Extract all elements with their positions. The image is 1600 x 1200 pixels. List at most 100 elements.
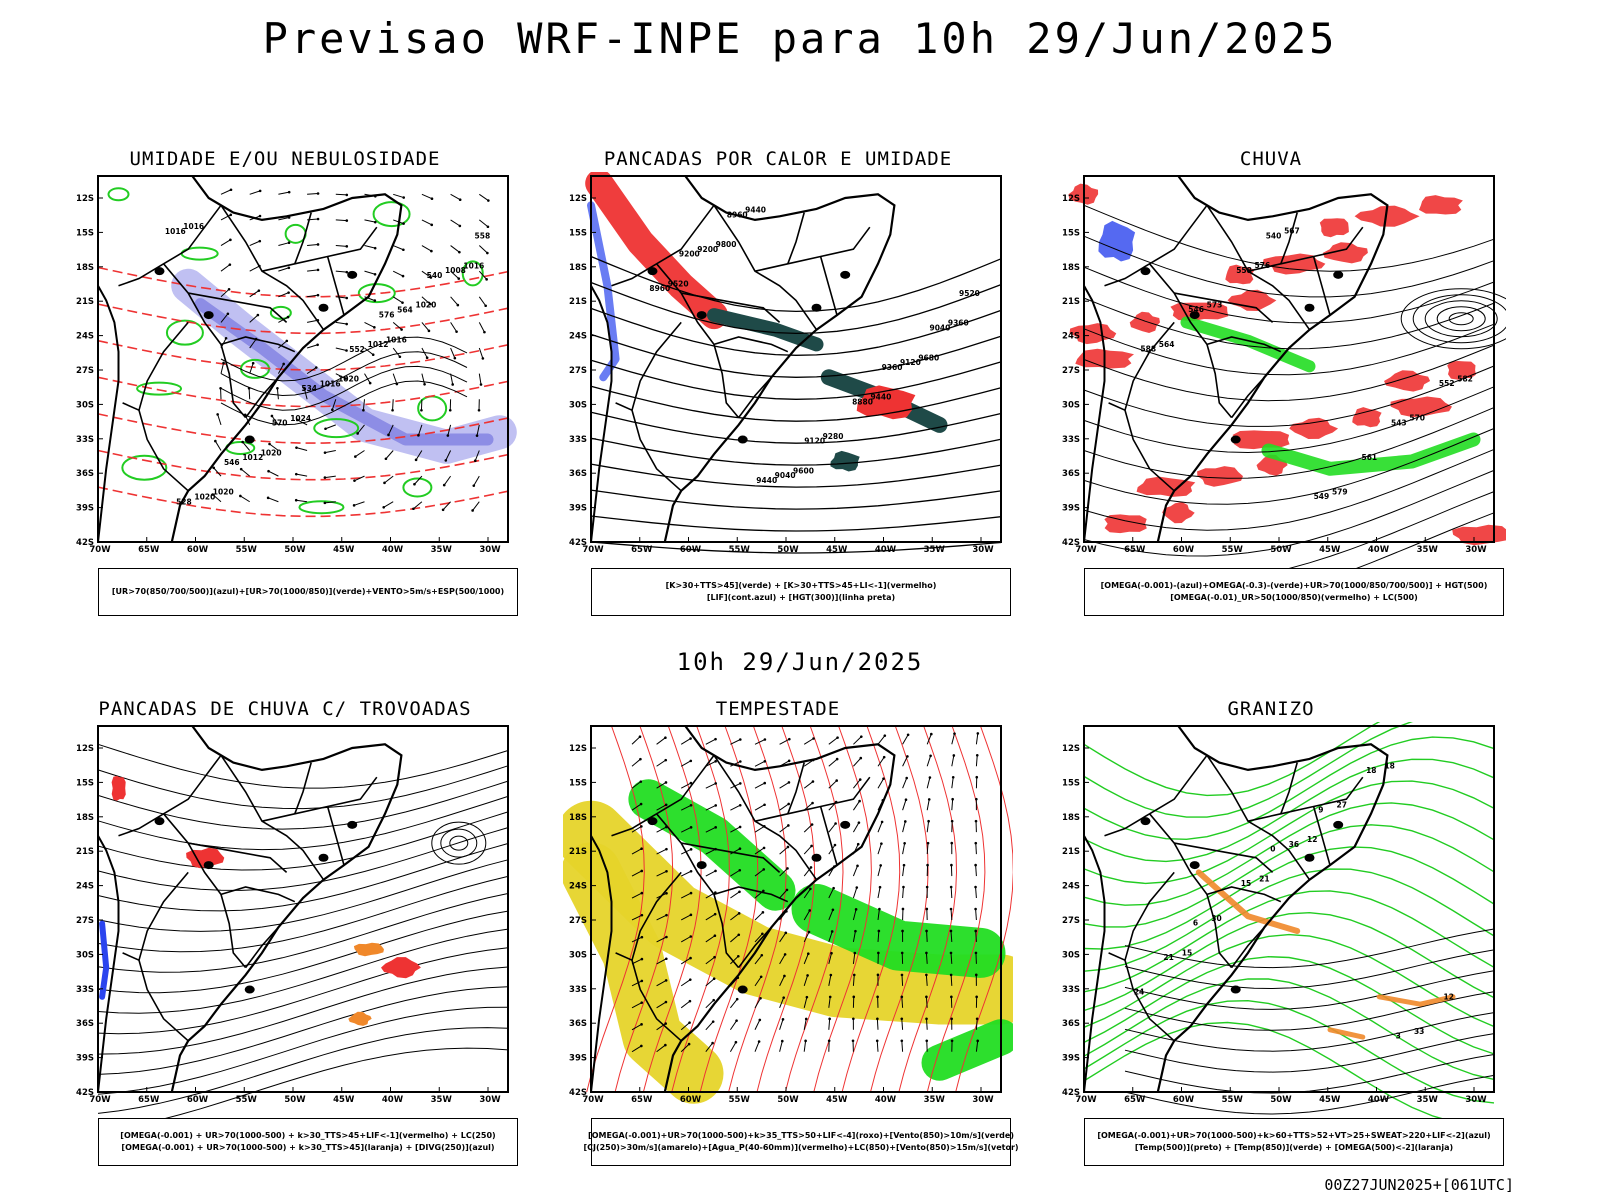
wind-vector-head [929, 732, 933, 736]
wind-vector [631, 803, 642, 811]
wind-vector [902, 821, 906, 833]
wind-vector-head [451, 383, 454, 386]
wind-vector-head [251, 361, 255, 365]
rain-area [1262, 253, 1326, 275]
wind-vector [902, 887, 904, 899]
wind-vector-head [266, 496, 270, 500]
wind-vector-head [268, 442, 271, 446]
wind-vector [926, 1018, 928, 1030]
omega-weak-area [1098, 220, 1136, 262]
border-line [118, 204, 222, 287]
border-line [294, 212, 312, 265]
wind-vector [754, 760, 766, 767]
wind-vector [779, 1019, 784, 1030]
lake-marker [154, 817, 165, 826]
wind-vector-head [974, 863, 977, 867]
contour-label: 573 [1207, 300, 1223, 309]
wind-vector [680, 804, 692, 811]
wind-vector-head [316, 217, 320, 221]
lake-marker [318, 853, 329, 862]
wind-vector-head [453, 356, 457, 360]
wind-vector [779, 868, 788, 877]
wind-vector-head [903, 841, 906, 845]
wind-vector [926, 799, 930, 811]
rain-area [1232, 430, 1290, 450]
wind-vector [296, 499, 308, 503]
wind-vector [631, 825, 642, 833]
wind-vector-head [486, 225, 490, 229]
wind-vector-head [950, 841, 954, 845]
wind-vector [852, 931, 856, 943]
wind-vector-head [479, 383, 483, 386]
wind-vector-head [900, 1039, 904, 1043]
contour-line [590, 437, 1002, 466]
lake-marker [737, 435, 748, 444]
wind-vector [421, 245, 432, 252]
wind-vector [730, 998, 738, 1009]
wind-vector [478, 219, 489, 228]
wind-vector [680, 957, 691, 965]
wind-vector-head [809, 887, 812, 891]
humidity-contour [461, 260, 484, 287]
wind-vector-head [483, 330, 486, 334]
border-line [1312, 806, 1331, 866]
lat-tick-label: 39S [1062, 504, 1080, 514]
wind-vector [278, 216, 290, 221]
wind-vector-head [640, 1023, 643, 1026]
contour-label: 570 [272, 419, 288, 428]
wind-vector-head [689, 803, 693, 807]
border-line [819, 256, 838, 316]
lat-tick-label: 30S [569, 950, 587, 960]
wind-vector-head [880, 820, 884, 824]
wind-vector [278, 267, 290, 272]
wind-vector-head [295, 418, 299, 422]
contour-label: 1012 [368, 340, 389, 349]
wind-vector-head [858, 778, 862, 781]
border-line [1148, 813, 1208, 895]
lake-marker [1333, 270, 1344, 279]
contour-label: 9440 [756, 476, 777, 485]
contour-label: 549 [1314, 492, 1330, 501]
contour-label: 9520 [668, 279, 689, 288]
legend-line: [OMEGA(-0.001) + UR>70(1000-500) + k>30_… [120, 1131, 496, 1140]
wind-vector-head [925, 973, 928, 977]
border-line [220, 894, 247, 969]
lat-tick-label: 15S [569, 778, 587, 788]
border-line [754, 776, 871, 822]
wind-vector-head [952, 754, 956, 757]
wind-vector [730, 869, 741, 877]
pressure-ring [1448, 312, 1474, 326]
wind-vector-head [640, 935, 644, 939]
wind-vector-head [900, 1017, 904, 1021]
lat-tick-label: 30S [76, 400, 94, 410]
wind-vector-head [974, 907, 977, 911]
wind-vector [306, 344, 318, 349]
wind-vector-head [783, 974, 786, 978]
wind-vector-head [880, 842, 883, 845]
wind-vector [803, 910, 811, 921]
lat-tick-label: 12S [569, 744, 587, 754]
wind-vector [950, 974, 953, 986]
omega-500-area [1376, 994, 1456, 1007]
wind-vector-head [640, 847, 643, 851]
contour-line [220, 365, 468, 411]
contour-label: 540 [1266, 231, 1282, 240]
contour-line [614, 725, 674, 1093]
wind-vector-head [665, 935, 668, 939]
legend-pancadas-trovoadas: [OMEGA(-0.001) + UR>70(1000-500) + k>30_… [98, 1118, 518, 1166]
wind-vector-head [402, 222, 405, 225]
wind-vector-head [247, 386, 251, 390]
contour-label: 15 [1241, 879, 1251, 888]
contour-label: 1024 [290, 414, 311, 423]
wind-vector [631, 1045, 642, 1053]
wind-vector-head [282, 362, 285, 366]
wind-vector [220, 239, 231, 246]
wind-vector-head [323, 501, 327, 505]
wind-vector [705, 760, 716, 767]
lon-tick-label: 35W [924, 1095, 946, 1105]
wind-vector [705, 738, 716, 745]
wind-vector-head [737, 912, 741, 915]
humidity-contour [313, 418, 360, 439]
wind-vector-head [429, 276, 433, 279]
wind-vector [335, 347, 347, 351]
